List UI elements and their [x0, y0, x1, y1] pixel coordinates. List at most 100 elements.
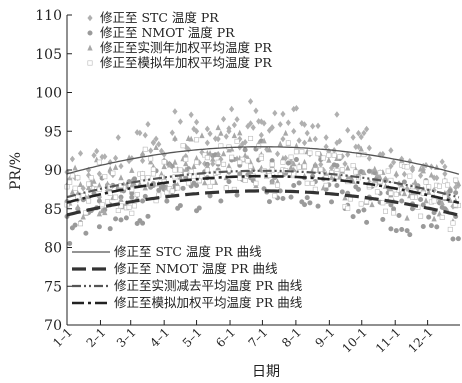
scatter-point	[102, 209, 108, 216]
scatter-point	[204, 125, 210, 133]
scatter-point	[188, 135, 194, 142]
scatter-point	[364, 199, 370, 205]
scatter-point	[291, 160, 297, 167]
scatter-point	[207, 183, 213, 189]
y-tick-label: 80	[44, 241, 62, 257]
scatter-point	[336, 173, 343, 180]
scatter-point	[307, 200, 313, 206]
scatter-point	[417, 165, 424, 172]
scatter-point	[361, 169, 367, 176]
scatter-point	[237, 129, 243, 136]
scatter-point	[156, 140, 162, 148]
scatter-point	[261, 137, 267, 144]
scatter-point	[118, 162, 124, 170]
scatter-point	[337, 154, 343, 160]
scatter-point	[426, 189, 432, 195]
scatter-point	[391, 206, 397, 212]
scatter-point	[361, 129, 367, 137]
scatter-point	[350, 163, 356, 169]
scatter-point	[67, 179, 73, 185]
scatter-point	[75, 203, 81, 210]
scatter-point	[342, 194, 348, 201]
legend-label: 修正至 STC 温度 PR 曲线	[114, 244, 262, 259]
scatter-point	[145, 120, 151, 128]
y-tick-label: 85	[44, 202, 62, 218]
scatter-point	[393, 170, 399, 177]
fit-curve-line	[66, 174, 460, 205]
scatter-point	[383, 208, 389, 214]
scatter-point	[91, 177, 97, 184]
scatter-point	[77, 221, 83, 227]
scatter-point	[388, 162, 394, 170]
scatter-point	[320, 155, 326, 161]
scatter-point	[69, 155, 75, 163]
scatter-point	[218, 198, 224, 204]
scatter-point	[177, 167, 183, 173]
scatter-point	[107, 165, 113, 172]
x-tick-label: 4–1	[147, 325, 172, 350]
scatter-point	[350, 134, 356, 141]
scatter-point	[166, 161, 173, 168]
scatter-point	[285, 119, 291, 126]
scatter-point	[442, 194, 448, 200]
scatter-point	[172, 167, 178, 173]
scatter-point	[67, 240, 73, 246]
scatter-point	[247, 120, 254, 127]
scatter-point	[358, 145, 364, 152]
scatter-point	[409, 184, 415, 190]
scatter-point	[153, 135, 159, 143]
scatter-point	[455, 236, 461, 242]
scatter-point	[191, 173, 197, 179]
scatter-point	[337, 137, 343, 145]
scatter-point	[331, 152, 337, 158]
scatter-point	[293, 157, 299, 163]
scatter-point	[196, 178, 202, 184]
scatter-point	[191, 125, 197, 133]
scatter-point	[345, 126, 351, 134]
scatter-point	[323, 134, 329, 141]
scatter-point	[148, 147, 154, 154]
scatter-point	[358, 201, 364, 207]
scatter-point	[388, 147, 394, 154]
scatter-point	[423, 179, 429, 185]
scatter-point	[450, 220, 456, 226]
scatter-point	[199, 149, 205, 156]
scatter-point	[69, 173, 75, 179]
scatter-point	[91, 152, 97, 159]
scatter-point	[396, 212, 402, 218]
scatter-point	[188, 111, 194, 119]
scatter-point	[266, 146, 273, 153]
scatter-point	[358, 133, 364, 141]
scatter-point	[172, 134, 178, 141]
scatter-point	[169, 188, 175, 194]
scatter-point	[288, 154, 294, 160]
scatter-point	[129, 167, 135, 173]
scatter-point	[380, 200, 386, 206]
scatter-point	[118, 217, 124, 223]
scatter-point	[374, 189, 380, 195]
scatter-point	[77, 150, 84, 157]
scatter-point	[245, 158, 251, 164]
scatter-point	[431, 198, 437, 204]
scatter-point	[69, 188, 76, 195]
scatter-point	[291, 183, 297, 189]
scatter-point	[310, 180, 316, 186]
scatter-point	[299, 149, 305, 155]
scatter-point	[215, 135, 221, 143]
scatter-point	[420, 224, 426, 230]
fit-curve-line	[66, 169, 460, 199]
scatter-point	[115, 208, 121, 214]
x-tick-label: 10–1	[340, 325, 370, 355]
scatter-point	[134, 192, 140, 198]
scatter-point	[323, 143, 329, 151]
scatter-point	[161, 163, 167, 170]
scatter-point	[304, 195, 310, 201]
scatter-point	[172, 158, 178, 165]
scatter-point	[361, 207, 367, 213]
scatter-point	[210, 155, 216, 162]
fit-curve-line	[66, 146, 460, 175]
scatter-point	[326, 152, 332, 158]
scatter-point	[237, 159, 243, 165]
scatter-point	[366, 144, 372, 152]
scatter-point	[234, 138, 240, 144]
